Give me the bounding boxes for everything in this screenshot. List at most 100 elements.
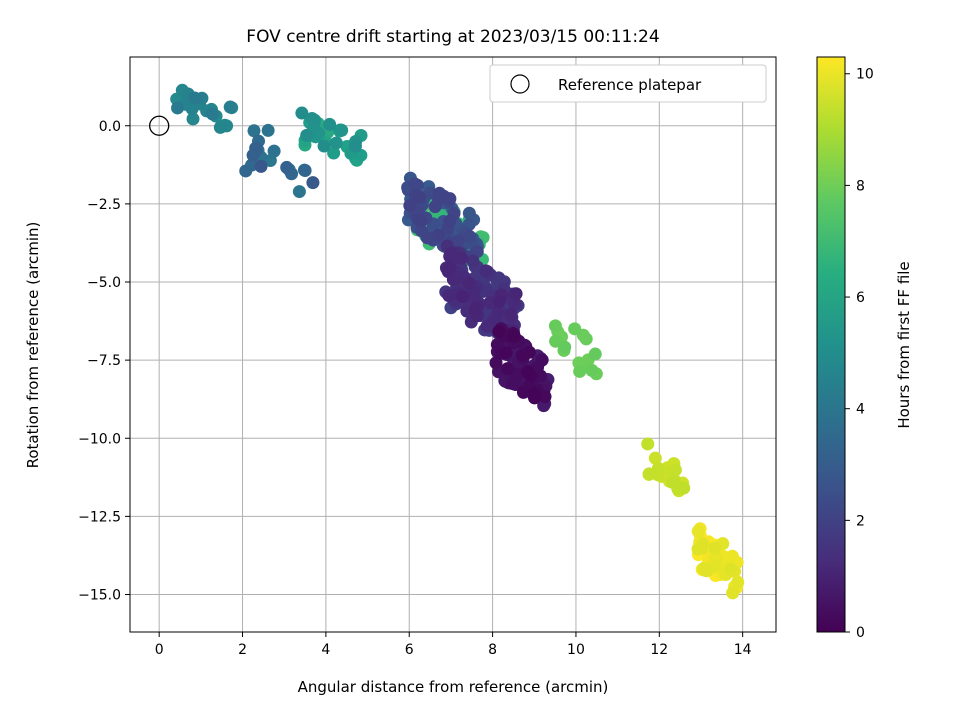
data-point — [588, 347, 602, 361]
data-point — [348, 139, 362, 153]
y-tick-label: −15.0 — [78, 588, 121, 604]
colorbar-tick-label: 0 — [856, 625, 865, 641]
data-point — [510, 367, 524, 381]
y-tick-label: −7.5 — [87, 353, 121, 369]
x-tick-label: 6 — [405, 642, 414, 658]
legend-reference-marker — [510, 74, 530, 94]
grid-lines — [130, 57, 776, 632]
data-point — [691, 542, 705, 556]
data-point — [408, 177, 422, 191]
data-point — [329, 136, 343, 150]
data-point — [499, 346, 513, 360]
x-axis-ticks: 0 2 4 6 8 10 12 14 — [155, 632, 752, 658]
x-tick-label: 2 — [238, 642, 247, 658]
colorbar-ticks: 0 2 4 6 8 10 — [845, 67, 874, 641]
data-point — [466, 254, 480, 268]
data-point — [441, 263, 455, 277]
x-tick-label: 14 — [734, 642, 752, 658]
data-point — [456, 290, 470, 304]
colorbar-gradient — [816, 56, 846, 633]
data-point — [488, 312, 502, 326]
data-point — [501, 362, 515, 376]
data-point — [579, 332, 593, 346]
colorbar-label: Hours from first FF file — [895, 261, 913, 428]
colorbar-tick-label: 6 — [856, 290, 865, 306]
x-tick-label: 0 — [155, 642, 164, 658]
data-point — [509, 377, 523, 391]
data-point — [432, 228, 446, 242]
data-point — [691, 524, 705, 538]
data-point — [317, 139, 331, 153]
data-point — [213, 120, 227, 134]
data-point — [403, 199, 417, 213]
reference-marker — [149, 115, 170, 136]
data-point — [462, 206, 476, 220]
data-point — [573, 364, 587, 378]
data-point — [188, 91, 202, 105]
data-point — [267, 144, 281, 158]
chart-title: FOV centre drift starting at 2023/03/15 … — [246, 27, 659, 47]
data-point — [247, 124, 261, 138]
data-point — [206, 107, 220, 121]
colorbar-tick-label: 10 — [856, 67, 874, 83]
data-point — [731, 575, 745, 589]
data-point — [725, 549, 739, 563]
data-point — [420, 231, 434, 245]
data-point — [648, 451, 662, 465]
data-point — [677, 481, 691, 495]
data-point — [522, 345, 536, 359]
data-point — [327, 146, 341, 160]
data-point — [568, 322, 582, 336]
reference-marker-layer — [149, 115, 170, 136]
data-point — [443, 192, 457, 206]
data-point — [239, 164, 253, 178]
data-point — [642, 467, 656, 481]
data-point — [641, 437, 655, 451]
data-point — [305, 111, 319, 125]
legend: Reference platepar — [489, 64, 767, 103]
data-point — [479, 264, 493, 278]
data-point — [507, 329, 521, 343]
x-axis-label: Angular distance from reference (arcmin) — [298, 678, 609, 696]
data-point — [455, 251, 469, 265]
data-point — [246, 148, 260, 162]
data-point — [300, 128, 314, 142]
x-tick-label: 4 — [321, 642, 330, 658]
data-point — [306, 176, 320, 190]
data-point — [295, 106, 309, 120]
data-point — [548, 319, 562, 333]
data-point — [171, 101, 185, 115]
data-point — [492, 295, 506, 309]
data-point — [186, 112, 200, 126]
y-tick-label: −10.0 — [78, 431, 121, 447]
data-point — [414, 214, 428, 228]
x-tick-label: 8 — [488, 642, 497, 658]
data-point — [668, 463, 682, 477]
data-point — [521, 365, 535, 379]
y-tick-label: −5.0 — [87, 275, 121, 291]
data-point — [423, 186, 437, 200]
y-tick-label: 0.0 — [99, 119, 121, 135]
data-point — [504, 307, 518, 321]
x-tick-label: 10 — [567, 642, 585, 658]
data-point — [432, 193, 446, 207]
data-point — [558, 340, 572, 354]
y-axis-ticks: 0.0 −2.5 −5.0 −7.5 −10.0 −12.5 −15.0 — [78, 119, 130, 604]
data-point — [412, 190, 426, 204]
x-tick-label: 12 — [650, 642, 668, 658]
data-point — [462, 276, 476, 290]
data-point — [527, 387, 541, 401]
data-point — [261, 123, 275, 137]
colorbar-tick-label: 4 — [856, 402, 865, 418]
data-point — [254, 159, 268, 173]
data-point — [538, 390, 552, 404]
data-point — [492, 325, 506, 339]
data-point — [585, 363, 599, 377]
data-point — [335, 123, 349, 137]
plot-frame — [129, 56, 777, 633]
y-tick-label: −12.5 — [78, 509, 121, 525]
y-tick-label: −2.5 — [87, 197, 121, 213]
legend-box — [489, 64, 767, 103]
data-point — [724, 562, 738, 576]
